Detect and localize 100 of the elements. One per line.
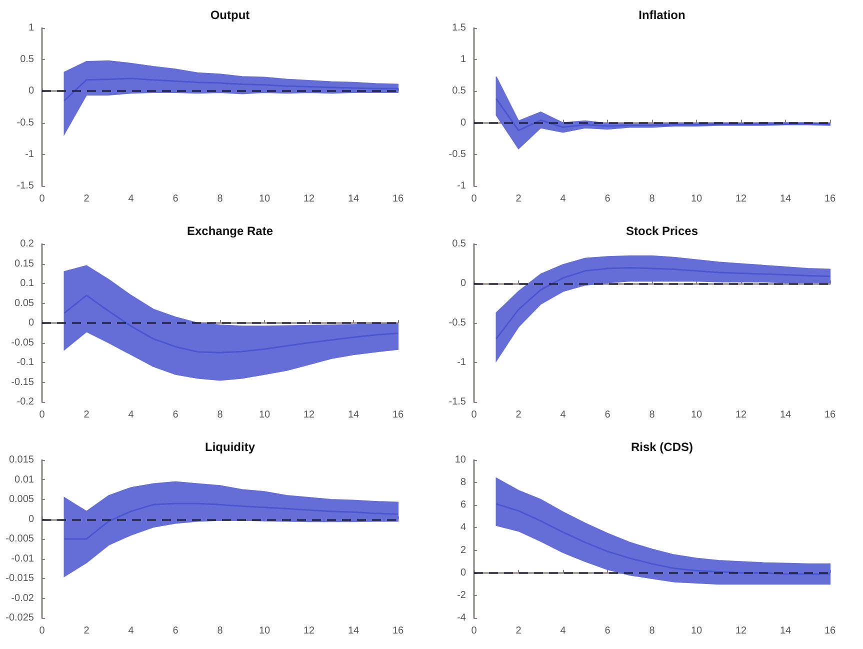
x-tick-label: 8 (217, 410, 224, 420)
x-tick-label: 0 (471, 194, 478, 204)
y-tick-label: 1 (28, 22, 34, 34)
line-series (496, 503, 831, 575)
x-tick-label: 2 (516, 194, 522, 204)
y-tick-label: -0.02 (11, 592, 34, 604)
x-tick-label: 8 (649, 194, 656, 204)
y-tick-label: 0.01 (14, 474, 34, 486)
x-tick-label: 8 (649, 410, 656, 420)
x-tick-label: 12 (303, 194, 315, 204)
y-tick-label: 0.5 (452, 86, 466, 97)
y-tick-label: -1 (457, 357, 466, 368)
x-tick-label: 16 (392, 410, 404, 420)
y-tick-label: -1.5 (16, 180, 34, 192)
y-tick-label: 0 (460, 278, 466, 289)
chart-title: Output (210, 8, 250, 22)
chart-title: Inflation (638, 8, 686, 22)
x-tick-label: 4 (128, 626, 134, 636)
y-tick-label: -2 (457, 590, 466, 601)
y-tick-label: -0.5 (448, 148, 466, 160)
x-tick-label: 8 (217, 194, 224, 204)
x-tick-label: 12 (303, 626, 315, 636)
y-tick-label: -0.005 (6, 534, 34, 544)
y-tick-label: -1 (25, 148, 34, 160)
x-tick-label: 12 (303, 410, 315, 420)
x-tick-label: 6 (604, 194, 611, 204)
y-tick-label: -0.5 (16, 117, 34, 128)
y-tick-label: 1 (460, 54, 466, 66)
y-tick-label: -0.2 (16, 396, 34, 408)
x-tick-label: 4 (128, 410, 134, 420)
x-tick-label: 2 (516, 626, 522, 636)
y-tick-label: 4 (460, 522, 466, 534)
x-tick-label: 14 (780, 626, 792, 636)
y-tick-label: -0.05 (11, 337, 34, 348)
y-tick-label: 0.2 (20, 238, 34, 250)
x-tick-label: 0 (471, 410, 478, 420)
chart-title: Exchange Rate (186, 224, 274, 238)
y-tick-label: 0.5 (452, 238, 466, 250)
y-tick-label: -0.015 (6, 573, 34, 584)
x-tick-label: 2 (84, 626, 90, 636)
y-tick-label: -0.15 (11, 376, 34, 388)
x-tick-label: 10 (690, 410, 702, 420)
x-tick-label: 8 (217, 626, 224, 636)
x-tick-label: 0 (471, 626, 478, 636)
chart-title: Stock Prices (626, 224, 698, 238)
x-tick-label: 16 (824, 410, 836, 420)
line-series (496, 266, 831, 340)
x-tick-label: 2 (516, 410, 522, 420)
x-tick-label: 12 (735, 626, 747, 636)
y-tick-label: 0 (460, 117, 466, 128)
x-tick-label: 6 (172, 194, 179, 204)
x-tick-label: 4 (128, 194, 134, 204)
y-tick-label: 0.015 (8, 454, 34, 466)
x-tick-label: 2 (84, 194, 90, 204)
x-tick-label: 10 (690, 626, 702, 636)
x-tick-label: 10 (258, 410, 270, 420)
x-tick-label: 0 (39, 410, 46, 420)
line-series (64, 294, 399, 354)
y-tick-label: 0 (460, 567, 466, 578)
x-tick-label: 14 (348, 194, 360, 204)
x-tick-label: 14 (780, 410, 792, 420)
y-tick-label: 0.15 (14, 258, 34, 270)
y-tick-label: -0.1 (16, 357, 34, 368)
x-tick-label: 6 (604, 410, 611, 420)
x-tick-label: 12 (735, 410, 747, 420)
x-tick-label: 16 (392, 626, 404, 636)
x-tick-label: 6 (172, 626, 179, 636)
y-tick-label: -4 (457, 612, 466, 624)
x-tick-label: 16 (392, 194, 404, 204)
y-tick-label: 0 (28, 514, 34, 525)
y-tick-label: 0.1 (20, 278, 34, 289)
chart-title: Risk (CDS) (630, 440, 694, 454)
x-tick-label: 6 (604, 626, 611, 636)
line-series (64, 78, 399, 102)
x-tick-label: 10 (258, 194, 270, 204)
y-tick-label: 2 (460, 544, 466, 556)
x-tick-label: 2 (84, 410, 90, 420)
y-tick-label: 0.05 (14, 298, 34, 309)
y-tick-label: -1 (457, 180, 466, 192)
y-tick-label: 6 (460, 500, 466, 511)
y-tick-label: 10 (454, 454, 466, 466)
x-tick-label: 12 (735, 194, 747, 204)
y-tick-label: -0.01 (11, 553, 34, 564)
line-series (64, 502, 399, 540)
y-tick-label: -0.5 (448, 318, 466, 328)
x-tick-label: 10 (258, 626, 270, 636)
x-tick-label: 14 (780, 194, 792, 204)
x-tick-label: 4 (560, 410, 566, 420)
y-tick-label: 0.005 (8, 494, 34, 505)
x-tick-label: 0 (39, 194, 46, 204)
x-tick-label: 16 (824, 194, 836, 204)
y-tick-label: -0.025 (6, 612, 34, 624)
x-tick-label: 0 (39, 626, 46, 636)
x-tick-label: 4 (560, 626, 566, 636)
y-tick-label: -1.5 (448, 396, 466, 408)
x-tick-label: 14 (348, 626, 360, 636)
y-tick-label: 8 (460, 477, 466, 488)
y-tick-label: 0 (28, 318, 34, 328)
x-tick-label: 6 (172, 410, 179, 420)
y-tick-label: 1.5 (452, 22, 466, 34)
